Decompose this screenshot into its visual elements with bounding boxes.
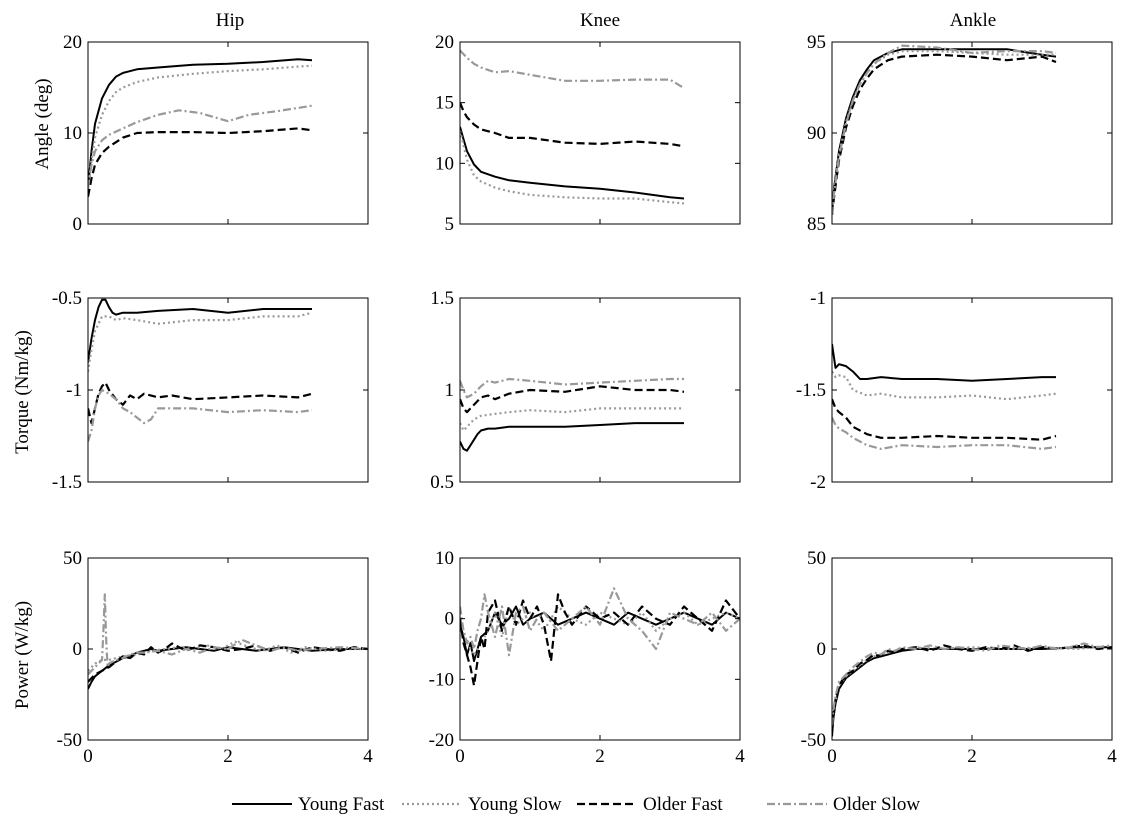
series-line-older-fast — [88, 127, 313, 197]
y-tick-label: 1.5 — [430, 288, 454, 309]
panel-5: 0.5 1 1.5 — [430, 288, 741, 493]
column-title-hip: Hip — [216, 10, 245, 31]
y-tick-label: -1.5 — [796, 380, 826, 401]
column-title-ankle: Ankle — [950, 10, 996, 31]
series-line-older-slow — [460, 49, 685, 90]
y-tick-label: -0.5 — [52, 288, 82, 309]
series-line-older-slow — [460, 587, 740, 657]
y-tick-label: -2 — [810, 472, 826, 493]
y-tick-label: 95 — [807, 32, 826, 53]
series-line-older-fast — [88, 381, 313, 425]
series-line-older-fast — [460, 385, 685, 414]
legend: Young Fast Young Slow Older Fast Older S… — [232, 794, 920, 815]
series-line-older-fast — [460, 593, 740, 687]
series-line-young-slow — [460, 130, 685, 205]
series-line-older-fast — [88, 642, 368, 683]
legend-label-older-slow: Older Slow — [833, 794, 920, 815]
x-tick-label: 2 — [223, 746, 233, 767]
series-line-older-slow — [88, 104, 313, 188]
legend-label-young-slow: Young Slow — [468, 794, 562, 815]
y-tick-label: 15 — [435, 93, 454, 114]
x-tick-label: 2 — [967, 746, 977, 767]
series-line-young-fast — [88, 646, 368, 690]
x-tick-label: 0 — [83, 746, 93, 767]
y-tick-label: 10 — [435, 548, 454, 569]
y-tick-label: -1 — [66, 380, 82, 401]
series-line-older-slow — [832, 642, 1112, 726]
y-tick-label: 0 — [817, 639, 827, 660]
series-line-young-fast — [460, 126, 685, 200]
axes-frame — [459, 41, 741, 225]
y-tick-label: 5 — [445, 214, 455, 235]
y-tick-label: -1 — [810, 288, 826, 309]
series-line-older-slow — [460, 377, 684, 399]
series-line-young-slow — [88, 640, 368, 672]
y-tick-label: 20 — [435, 32, 454, 53]
y-tick-label: 0 — [73, 639, 83, 660]
y-tick-label: 0.5 — [430, 472, 454, 493]
y-tick-label: 10 — [63, 123, 82, 144]
axes-frame — [87, 297, 369, 483]
x-tick-label: 0 — [455, 746, 465, 767]
legend-label-young-fast: Young Fast — [298, 794, 385, 815]
y-tick-label: -20 — [429, 730, 454, 751]
panel-3: 85 90 95 — [807, 32, 1113, 235]
y-tick-label: 85 — [807, 214, 826, 235]
ylabel-power: Power (W/kg) — [12, 601, 33, 709]
series-line-older-slow — [88, 593, 368, 676]
axes-frame — [831, 297, 1113, 483]
series-line-older-fast — [832, 53, 1057, 216]
y-tick-label: -1.5 — [52, 472, 82, 493]
x-tick-label: 4 — [363, 746, 373, 767]
y-tick-label: -50 — [801, 730, 826, 751]
x-tick-label: 2 — [595, 746, 605, 767]
y-tick-label: 0 — [73, 214, 83, 235]
ylabel-angle: Angle (deg) — [32, 78, 53, 169]
column-title-knee: Knee — [580, 10, 620, 31]
series-line-young-slow — [460, 605, 740, 657]
axes-frame — [831, 41, 1113, 225]
series-line-young-fast — [832, 343, 1056, 382]
series-line-older-fast — [832, 398, 1057, 441]
legend-label-older-fast: Older Fast — [643, 794, 723, 815]
y-tick-label: 50 — [63, 548, 82, 569]
y-tick-label: 20 — [63, 32, 82, 53]
panel-8: -20 -10 0 10 0 2 4 — [429, 548, 746, 767]
y-tick-label: 90 — [807, 123, 826, 144]
panel-4: -1.5 -1 -0.5 — [52, 288, 369, 493]
series-line-older-slow — [832, 417, 1057, 450]
y-tick-label: -10 — [429, 669, 454, 690]
series-line-older-slow — [832, 44, 1057, 216]
panel-6: -2 -1.5 -1 — [796, 288, 1113, 493]
series-line-young-fast — [88, 298, 312, 363]
series-line-older-slow — [88, 388, 313, 442]
y-tick-label: -50 — [57, 730, 82, 751]
series-line-older-fast — [832, 644, 1112, 731]
series-line-young-fast — [460, 422, 684, 452]
panel-1: 0 10 20 — [63, 32, 369, 235]
y-tick-label: 1 — [445, 380, 455, 401]
series-line-young-slow — [832, 371, 1057, 401]
x-tick-label: 4 — [735, 746, 745, 767]
series-line-young-fast — [832, 646, 1112, 737]
x-tick-label: 4 — [1107, 746, 1117, 767]
y-tick-label: 10 — [435, 153, 454, 174]
axes-frame — [459, 297, 741, 483]
series-line-young-slow — [88, 311, 313, 372]
series-line-young-slow — [460, 407, 684, 432]
series-line-older-fast — [460, 102, 685, 148]
y-tick-label: 0 — [445, 609, 455, 630]
series-line-young-fast — [88, 58, 313, 188]
series-line-young-slow — [88, 64, 313, 188]
x-tick-label: 0 — [827, 746, 837, 767]
axes-frame — [87, 41, 369, 225]
axes-frame — [459, 557, 741, 741]
ylabel-torque: Torque (Nm/kg) — [12, 330, 33, 454]
y-tick-label: 50 — [807, 548, 826, 569]
panel-2: 5 10 15 20 — [435, 32, 741, 235]
